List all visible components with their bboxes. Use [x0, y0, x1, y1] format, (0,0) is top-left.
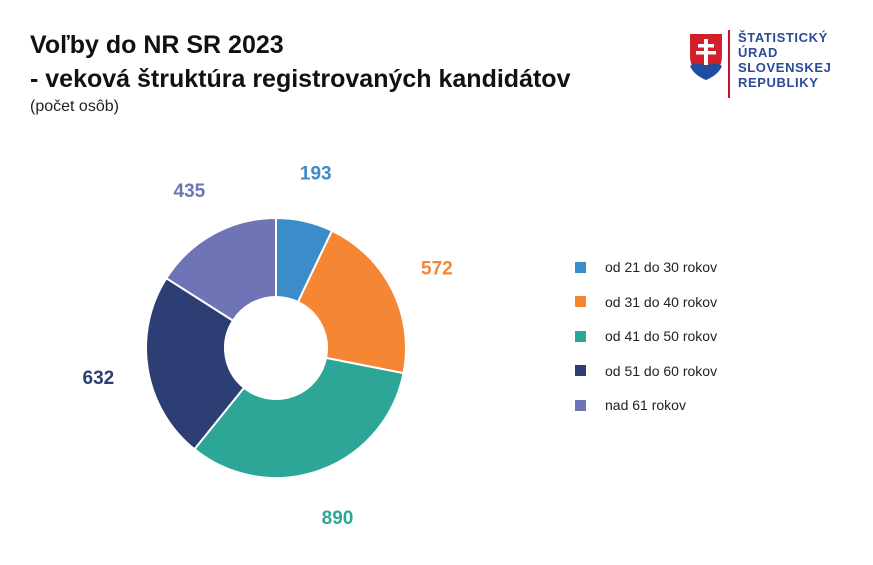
statistical-office-logo: ŠTATISTICKÝ ÚRAD SLOVENSKEJ REPUBLIKY	[688, 30, 858, 100]
slovak-coat-of-arms-icon	[690, 34, 722, 80]
legend-label: od 41 do 50 rokov	[605, 328, 718, 345]
legend-item-1: od 21 do 30 rokov	[575, 250, 717, 285]
donut-slice-2	[296, 229, 407, 375]
chart-title: Voľby do NR SR 2023 - veková štruktúra r…	[30, 28, 570, 96]
chart-legend: od 21 do 30 rokov od 31 do 40 rokov od 41 …	[575, 250, 717, 423]
data-label-1: 193	[300, 163, 332, 184]
legend-label: od 51 do 60 rokov	[605, 362, 718, 379]
legend-swatch	[575, 365, 586, 377]
donut-slice-3	[192, 356, 405, 479]
legend-swatch	[575, 261, 586, 273]
chart-subtitle: (počet osôb)	[30, 98, 119, 115]
legend-item-2: od 31 do 40 rokov	[575, 285, 717, 320]
logo-line-2: ÚRAD	[738, 45, 778, 60]
legend-label: od 31 do 40 rokov	[605, 293, 718, 310]
logo-line-4: REPUBLIKY	[738, 75, 819, 90]
title-line-2: - veková štruktúra registrovaných kandid…	[30, 65, 571, 93]
legend-swatch	[575, 296, 586, 308]
data-label-3: 890	[322, 508, 354, 529]
logo-line-3: SLOVENSKEJ	[738, 60, 832, 75]
legend-item-5: nad 61 rokov	[575, 388, 717, 423]
donut-chart: 193 572 890 632 435	[83, 163, 453, 529]
logo-text: ŠTATISTICKÝ ÚRAD SLOVENSKEJ REPUBLIKY	[738, 30, 831, 90]
data-label-4: 632	[83, 368, 115, 389]
legend-item-3: od 41 do 50 rokov	[575, 319, 717, 354]
logo-line-1: ŠTATISTICKÝ	[738, 30, 828, 45]
logo-divider	[728, 30, 730, 98]
legend-label: od 21 do 30 rokov	[605, 259, 718, 276]
legend-swatch	[575, 399, 586, 411]
legend-swatch	[575, 330, 586, 342]
donut-slice-4	[145, 276, 246, 451]
data-label-5: 435	[174, 181, 206, 202]
data-label-2: 572	[421, 258, 453, 279]
donut-slice-5	[164, 216, 277, 323]
legend-item-4: od 51 do 60 rokov	[575, 354, 717, 389]
title-line-1: Voľby do NR SR 2023	[30, 31, 284, 59]
legend-label: nad 61 rokov	[605, 397, 686, 414]
